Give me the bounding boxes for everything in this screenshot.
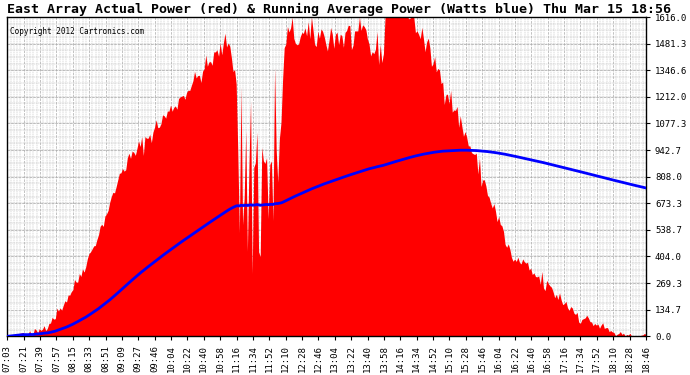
Text: East Array Actual Power (red) & Running Average Power (Watts blue) Thu Mar 15 18: East Array Actual Power (red) & Running … (8, 3, 671, 16)
Text: Copyright 2012 Cartronics.com: Copyright 2012 Cartronics.com (10, 27, 145, 36)
